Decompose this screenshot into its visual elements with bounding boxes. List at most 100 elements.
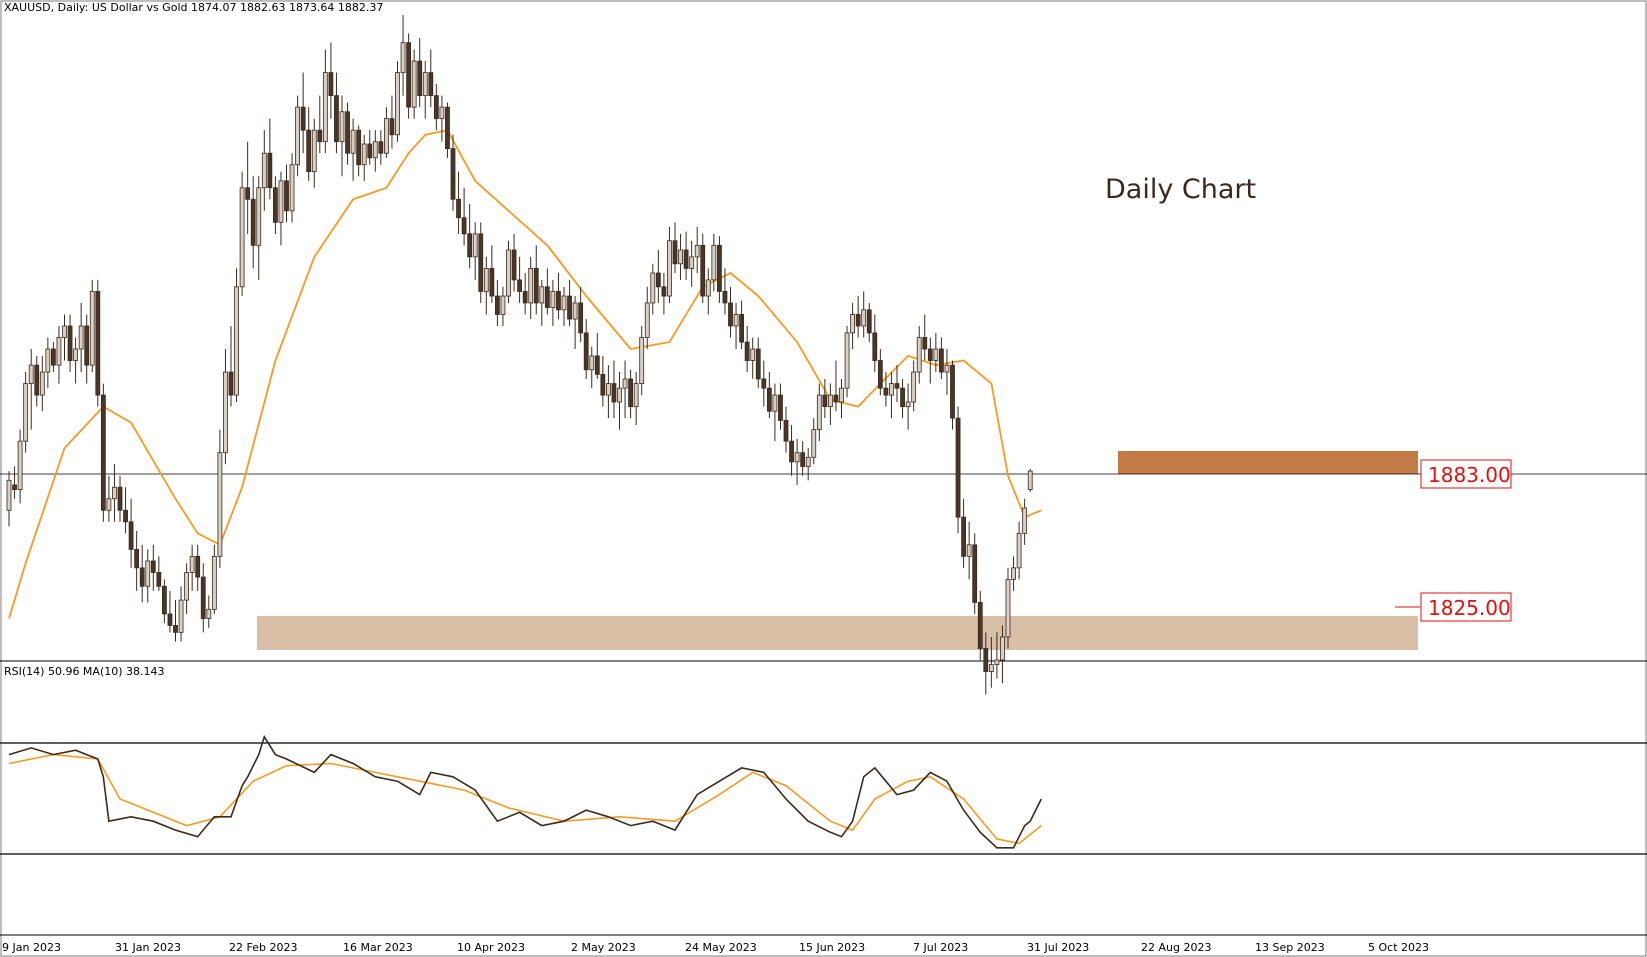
candle-bear [228,371,234,396]
candle-bull [550,291,556,308]
rsi-layer [8,734,1043,849]
candle-bear [866,309,872,334]
candle-bull [678,249,683,265]
candle-bull [439,106,445,120]
candle-bull [17,440,23,490]
candle-bull [483,267,489,292]
candle-bear [594,355,600,375]
candle-bull [905,401,911,408]
candle-bull [395,72,400,136]
candle-bull [844,332,850,389]
candle-bull [278,180,284,223]
candle-bear [406,42,412,108]
candle-bull [933,348,939,361]
candle-bear [195,555,201,578]
candle-bear [511,249,517,281]
candle-bull [112,486,117,500]
candle-bear [800,452,806,467]
candle-bear [433,95,439,120]
candle-bear [955,417,961,518]
candle-bear [200,576,206,619]
candle-bear [117,486,123,511]
rsi-header-text: RSI(14) 50.96 MA(10) 38.143 [4,665,165,678]
x-tick-label: 7 Jul 2023 [913,941,968,954]
candle-bear [672,240,678,265]
candle-bull [261,152,267,189]
candle-bear [173,625,178,633]
x-tick-label: 31 Jan 2023 [115,941,181,954]
candle-bear [939,348,944,373]
candle-bull [400,42,406,73]
candle-bull [705,279,711,297]
candle-bear [872,332,878,361]
candle-bear [761,378,767,389]
candle-bear [489,267,495,297]
candle-bull [422,72,428,97]
candle-bear [389,118,395,136]
candle-bear [378,141,384,154]
candle-bear [367,143,373,159]
x-tick-label: 9 Jan 2023 [2,941,61,954]
candle-bull [500,295,506,315]
candle-bull [383,118,389,154]
annotation-daily-chart: Daily Chart [1105,174,1256,205]
candle-bear [900,387,905,408]
x-tick-label: 13 Sep 2023 [1255,941,1325,954]
x-tick-label: 10 Apr 2023 [457,941,525,954]
candle-bull [506,249,511,297]
x-tick-label: 16 Mar 2023 [343,941,413,954]
candle-bull [850,314,855,334]
candle-bear [655,272,661,288]
resistance-zone [1118,451,1418,474]
candle-bull [223,371,228,454]
candle-bull [889,383,894,396]
candle-bear [950,364,955,419]
candle-bear [95,291,101,396]
candle-bear [567,295,572,320]
x-tick-label: 15 Jun 2023 [799,941,865,954]
candle-bear [533,267,539,304]
candle-bear [744,341,750,361]
candle-bear [922,337,928,350]
candle-bear [467,233,473,258]
candle-bull [828,394,833,408]
candle-bull [311,129,317,173]
candle-bull [639,337,645,384]
candle-bull [234,286,239,396]
candle-bull [350,129,356,154]
candle-bear [855,314,861,327]
candles-layer [6,15,1033,695]
candle-bear [544,286,550,308]
candle-bear [450,148,456,200]
level-label-box-1825 [1420,592,1512,622]
candle-bull [572,302,578,320]
candle-bull [944,364,950,373]
candle-bear [300,106,306,131]
ma-layer [8,129,1042,619]
candle-bear [284,180,289,212]
candle-bear [728,302,733,327]
candle-bull [206,608,212,619]
candle-bull [561,295,567,311]
candle-bull [633,383,639,408]
ma-line [8,129,1042,619]
candle-bull [78,325,84,350]
candle-bear [456,198,461,219]
candle-bull [811,429,817,458]
candle-bear [517,279,522,292]
candle-bull [256,187,262,246]
x-tick-label: 2 May 2023 [571,941,636,954]
candle-bear [894,383,900,389]
candle-bull [217,452,223,557]
candle-bull [650,272,656,304]
candle-bear [334,95,339,143]
candle-bear [51,348,56,366]
candle-bull [622,378,628,389]
candle-bear [139,567,145,587]
support-zone [257,616,1418,650]
candle-bear [789,440,794,463]
candle-bull [606,383,611,396]
candle-bull [988,664,994,672]
candle-bear [428,72,434,97]
